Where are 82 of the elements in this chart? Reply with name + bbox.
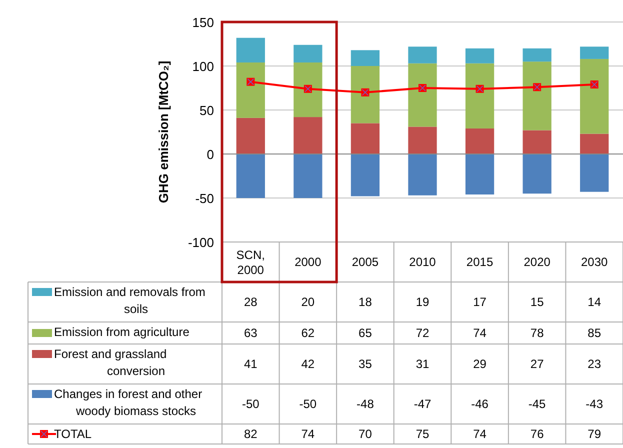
data-label: 74: [473, 326, 487, 340]
x-tick-label: 2000: [294, 255, 322, 269]
bar: [236, 154, 265, 198]
data-label: 76: [530, 427, 544, 441]
data-label: 78: [530, 326, 544, 340]
bar: [465, 63, 494, 128]
bar: [522, 62, 552, 130]
data-label: 18: [358, 295, 372, 309]
bar: [408, 63, 437, 127]
data-label: 42: [301, 357, 315, 371]
bar: [465, 48, 494, 64]
x-tick-label: 2010: [409, 255, 436, 269]
data-label: 20: [301, 295, 315, 309]
data-label: -50: [299, 397, 317, 411]
bar: [294, 62, 322, 118]
bar: [408, 126, 437, 154]
bar: [465, 154, 494, 194]
bar: [580, 58, 609, 134]
bar: [350, 154, 380, 196]
legend-label: Emission from agriculture: [54, 325, 190, 339]
x-tick-label: 2005: [352, 255, 379, 269]
data-label: 14: [588, 295, 602, 309]
data-label: 85: [588, 326, 602, 340]
bar: [236, 62, 265, 118]
bar: [580, 46, 609, 59]
data-label: 74: [473, 427, 487, 441]
data-label: -45: [528, 397, 546, 411]
data-label: 41: [244, 357, 258, 371]
data-label: 15: [530, 295, 544, 309]
data-label: 27: [530, 357, 544, 371]
bar: [522, 48, 552, 62]
data-label: 74: [301, 427, 315, 441]
data-label: 35: [358, 357, 372, 371]
data-label: 31: [416, 357, 430, 371]
data-label: 72: [416, 326, 430, 340]
data-label: 19: [416, 295, 430, 309]
y-axis-title: GHG emission [MtCO₂]: [156, 60, 171, 204]
data-label: 28: [244, 295, 258, 309]
bar: [350, 50, 380, 66]
y-tick-label: -100: [188, 235, 214, 250]
x-tick-label: SCN, 2000: [236, 248, 265, 277]
bar: [408, 46, 437, 64]
data-label: 70: [358, 427, 372, 441]
data-label: -47: [414, 397, 432, 411]
bar: [350, 123, 380, 154]
data-label: 65: [358, 326, 372, 340]
data-label: 23: [588, 357, 602, 371]
data-label: 63: [244, 326, 258, 340]
x-tick-label: 2015: [466, 255, 494, 269]
y-tick-label: 0: [206, 147, 214, 162]
bar: [294, 44, 322, 62]
bar: [236, 38, 265, 62]
bar: [580, 154, 609, 192]
bar: [294, 154, 322, 198]
bar: [580, 134, 609, 154]
legend-label: Changes in forest and other woody biomass stocks: [54, 387, 202, 418]
bar: [465, 128, 494, 154]
y-tick-label: 150: [192, 15, 214, 30]
y-tick-label: 100: [192, 59, 214, 74]
data-label: 79: [588, 427, 602, 441]
data-label: -43: [586, 397, 604, 411]
data-label: 75: [416, 427, 430, 441]
data-label: 62: [301, 326, 315, 340]
data-label: -48: [356, 397, 374, 411]
data-label: -50: [242, 397, 260, 411]
bar: [294, 117, 322, 154]
bar: [236, 118, 265, 154]
legend-label: Forest and grassland conversion: [54, 347, 167, 378]
data-label: 29: [473, 357, 487, 371]
y-tick-label: 50: [200, 103, 214, 118]
x-tick-label: 2030: [581, 255, 608, 269]
legend-label: TOTAL: [54, 427, 92, 441]
data-label: -46: [471, 397, 489, 411]
bar: [522, 130, 552, 154]
bar: [408, 154, 437, 196]
data-label: 17: [473, 295, 487, 309]
y-tick-label: -50: [195, 191, 214, 206]
bar: [350, 66, 380, 124]
data-label: 82: [244, 427, 258, 441]
bar: [522, 154, 552, 194]
x-tick-label: 2020: [524, 255, 551, 269]
legend-label: Emission and removals from soils: [54, 285, 206, 316]
